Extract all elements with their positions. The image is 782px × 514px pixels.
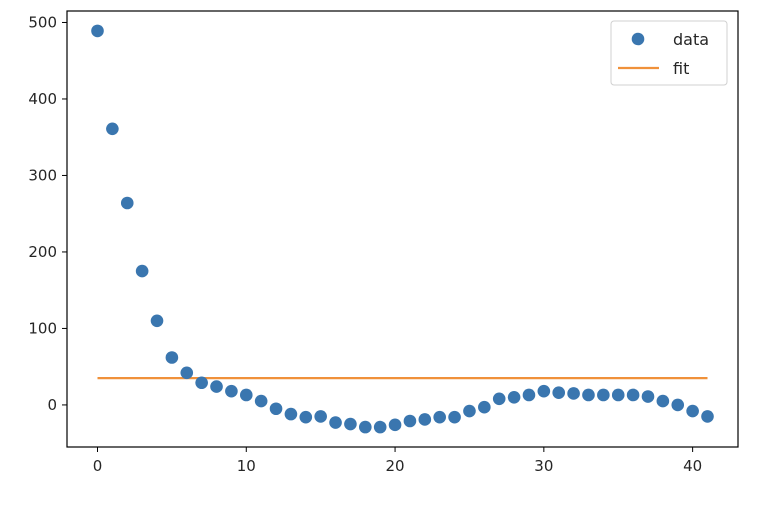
- x-tick-label: 20: [386, 457, 405, 475]
- data-point: [165, 351, 179, 364]
- data-point: [359, 420, 372, 434]
- data-point: [507, 390, 521, 404]
- data-point: [552, 386, 566, 399]
- data-point: [135, 264, 149, 278]
- x-tick-label: 30: [534, 457, 553, 475]
- data-point: [269, 402, 283, 416]
- data-point: [239, 388, 253, 402]
- data-point: [91, 24, 104, 38]
- data-point: [582, 388, 595, 402]
- data-point: [537, 384, 551, 398]
- data-point: [492, 392, 506, 406]
- data-point: [180, 366, 194, 380]
- plot-area: [91, 24, 714, 434]
- legend-fit-label: fit: [673, 59, 689, 78]
- data-point: [210, 380, 223, 393]
- y-tick-label: 200: [28, 243, 57, 261]
- x-tick-label: 0: [93, 457, 103, 475]
- legend-data-marker: [631, 32, 645, 46]
- x-tick-label: 40: [683, 457, 702, 475]
- y-tick-label: 0: [47, 396, 57, 414]
- legend: data fit: [610, 20, 728, 86]
- data-point: [686, 404, 699, 418]
- y-tick-label: 400: [28, 90, 57, 108]
- data-point: [567, 387, 580, 400]
- data-point: [314, 410, 327, 423]
- data-point: [448, 410, 461, 424]
- data-point: [373, 420, 387, 434]
- data-point: [120, 196, 134, 210]
- y-tick-label: 500: [28, 13, 57, 31]
- data-point: [284, 407, 298, 421]
- data-point: [329, 416, 342, 429]
- data-point: [403, 414, 417, 428]
- x-tick-label: 10: [237, 457, 256, 475]
- data-point: [626, 388, 640, 402]
- data-point: [701, 410, 714, 423]
- data-point: [641, 390, 655, 403]
- data-point: [522, 388, 536, 402]
- data-point: [597, 388, 610, 402]
- legend-box: [610, 20, 728, 86]
- data-point: [254, 394, 268, 408]
- data-point: [433, 410, 446, 424]
- data-point: [671, 398, 685, 412]
- data-point: [106, 122, 119, 136]
- data-point: [225, 384, 238, 398]
- data-point: [611, 388, 625, 402]
- data-point: [463, 404, 476, 418]
- data-point: [344, 417, 357, 431]
- data-point: [150, 314, 164, 328]
- data-point: [299, 410, 313, 424]
- y-tick-label: 300: [28, 166, 57, 184]
- data-point: [388, 418, 402, 432]
- data-point: [195, 376, 208, 390]
- data-point: [478, 400, 491, 414]
- y-tick-label: 100: [28, 319, 57, 337]
- data-point: [418, 413, 432, 426]
- data-point: [656, 394, 670, 408]
- legend-data-label: data: [673, 30, 709, 49]
- axes-frame: [66, 10, 739, 448]
